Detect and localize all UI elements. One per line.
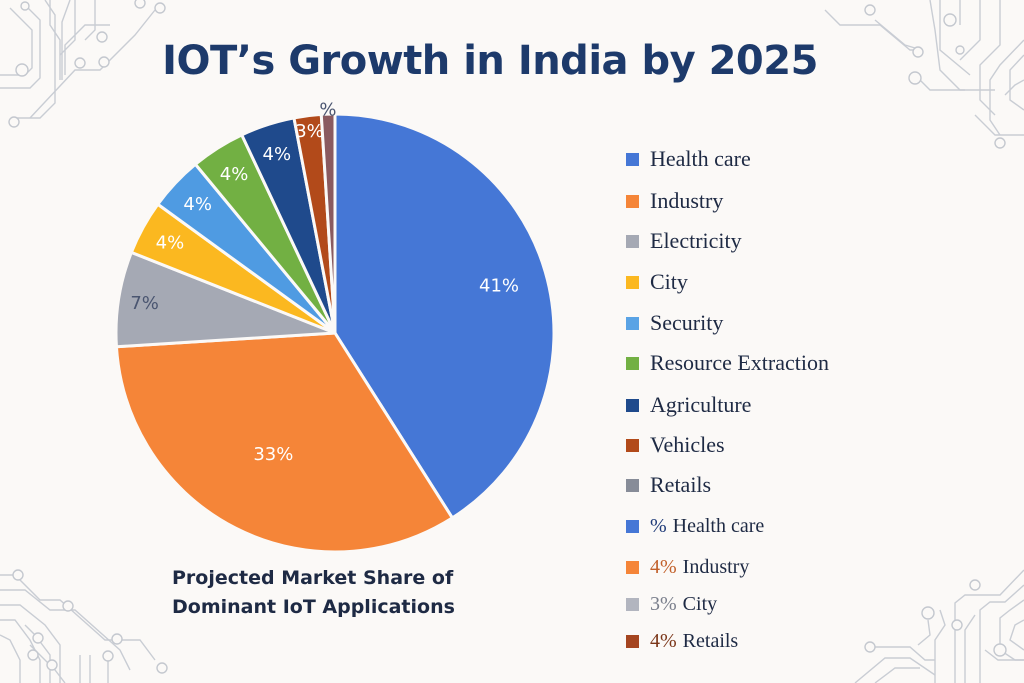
legend-label: Retails xyxy=(650,472,712,497)
legend-label: Health care xyxy=(672,515,765,537)
legend-swatch xyxy=(626,194,639,208)
pie-data-label: 41% xyxy=(479,275,519,296)
legend-item: Security xyxy=(626,310,723,336)
chart-title: IOT’s Growth in India by 2025 xyxy=(162,38,818,84)
pie-data-label: 4% xyxy=(220,164,249,185)
legend-swatch xyxy=(626,635,639,648)
circuit-decoration-top-left xyxy=(0,0,166,128)
legend-swatch xyxy=(626,398,639,412)
legend-swatch xyxy=(626,356,639,370)
legend-item: Electricity xyxy=(626,228,742,254)
pie-data-label: 33% xyxy=(253,444,293,465)
legend-percent: 4% xyxy=(650,556,677,578)
legend-label: Resource Extraction xyxy=(650,350,829,375)
legend-label: Vehicles xyxy=(650,432,725,457)
legend-label: Agriculture xyxy=(650,392,752,417)
pie-slices xyxy=(114,112,556,554)
legend-swatch xyxy=(626,520,639,533)
legend-item: Retails xyxy=(626,472,711,498)
legend-percent: 3% xyxy=(650,593,677,615)
legend-label: Security xyxy=(650,310,724,335)
legend-swatch xyxy=(626,478,639,492)
legend-swatch xyxy=(626,234,639,248)
legend-swatch xyxy=(626,561,639,574)
legend-label: Industry xyxy=(650,188,724,213)
legend-swatch xyxy=(626,316,639,330)
legend-label: Industry xyxy=(682,556,750,578)
legend-label: Health care xyxy=(650,146,751,171)
circuit-decoration-top-right xyxy=(824,0,1024,149)
legend-swatch xyxy=(626,275,639,289)
legend-item: Resource Extraction xyxy=(626,350,829,376)
pie-data-label: 7% xyxy=(130,293,159,314)
pie-data-label: 4% xyxy=(183,194,212,215)
legend-percent: % xyxy=(650,515,667,537)
legend-label: Electricity xyxy=(650,228,742,253)
legend-swatch xyxy=(626,438,639,452)
legend-swatch xyxy=(626,152,639,166)
pie-data-label: 4% xyxy=(263,144,292,165)
circuit-decoration-bottom-right xyxy=(854,569,1024,683)
chart-subtitle: Projected Market Share of Dominant IoT A… xyxy=(172,567,455,618)
legend-percent: 4% xyxy=(650,630,677,652)
pie-slice-retails xyxy=(319,112,337,335)
legend-item: 3% City xyxy=(626,593,717,616)
pie-slice-industry xyxy=(114,331,454,554)
legend-label: City xyxy=(650,269,688,294)
legend-item: Health care xyxy=(626,146,751,172)
legend-item: Vehicles xyxy=(626,432,725,458)
legend-item: % Health care xyxy=(626,515,764,538)
legend-item: 4% Industry xyxy=(626,556,749,579)
legend-item: City xyxy=(626,269,688,295)
legend-item: 4% Retails xyxy=(626,630,738,653)
legend-label: Retails xyxy=(682,630,739,652)
pie-labels: 41%33%7%4%4%4%4%3%% xyxy=(130,100,519,465)
legend-label: City xyxy=(682,593,718,615)
legend-item: Agriculture xyxy=(626,392,751,418)
circuit-decoration-bottom-left xyxy=(0,569,168,683)
legend-item: Industry xyxy=(626,188,723,214)
pie-data-label: 4% xyxy=(156,232,185,253)
legend-swatch xyxy=(626,598,639,611)
pie-data-label: 3% xyxy=(295,121,324,142)
pie-data-label: % xyxy=(319,100,336,121)
